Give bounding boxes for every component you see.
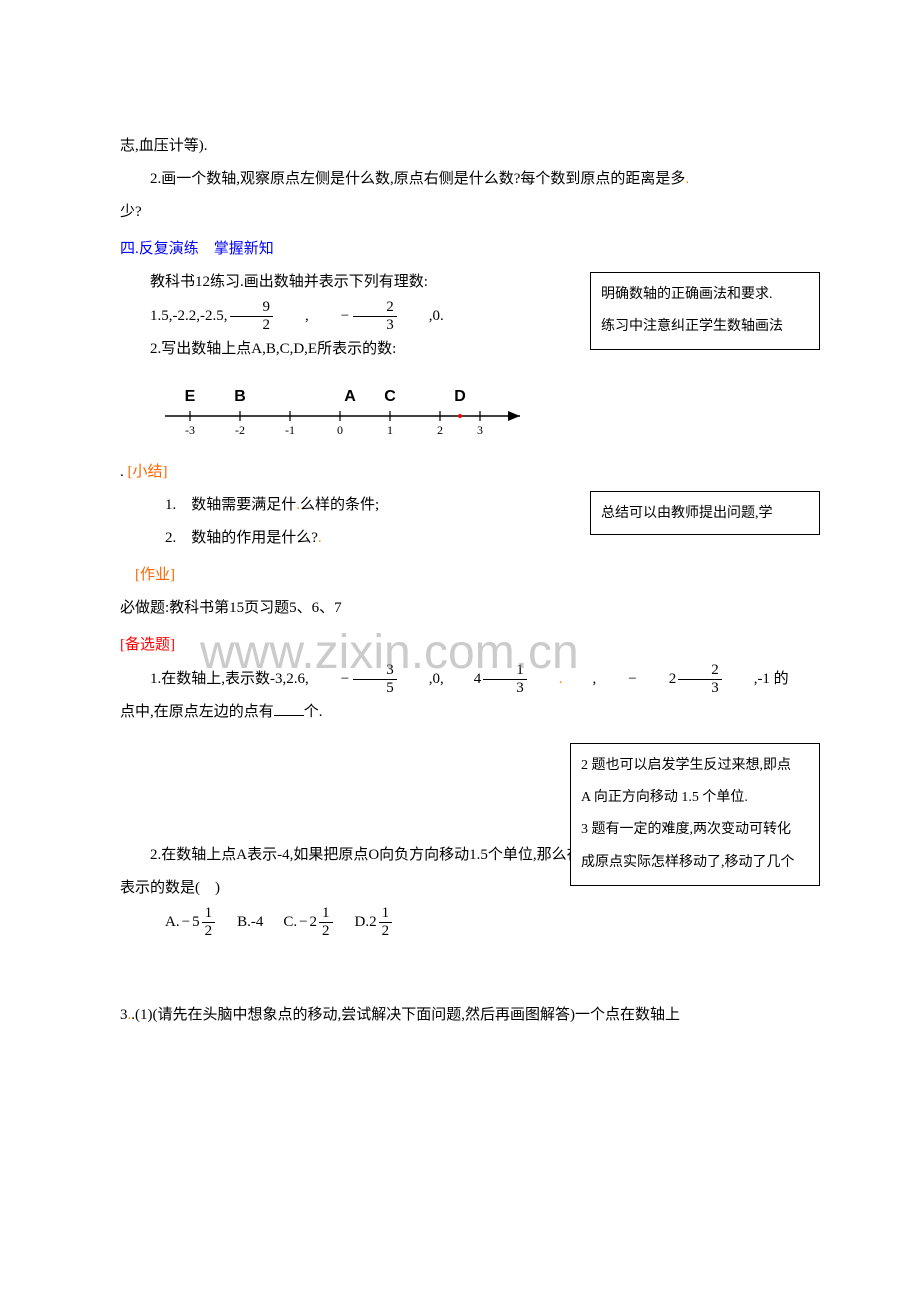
homework-label-row: [作业] [120,559,800,592]
svg-text:-1: -1 [285,423,295,437]
opt-a-label: A. [165,906,180,939]
s2-dot: . [318,530,322,546]
line-2b: 少? [120,196,800,229]
svg-text:3: 3 [477,423,483,437]
sep1: , [275,300,309,333]
q1-neg1: − [311,663,349,696]
opt-d-frac: 1 2 [379,905,393,939]
frac-2-3b: 2 3 [678,662,722,696]
summary-label: [小结] [128,464,168,480]
note3d: 成原点实际怎样移动了,移动了几个 [581,847,809,879]
note2: 总结可以由教师提出问题,学 [601,498,809,530]
note-box-3: 2 题也可以启发学生反过来想,即点 A 向正方向移动 1.5 个单位. 3 题有… [570,743,820,886]
q1d: ,-1 的 [724,663,789,696]
note3a: 2 题也可以启发学生反过来想,即点 [581,750,809,782]
note-box-1: 明确数轴的正确画法和要求. 练习中注意纠正学生数轴画法 [590,272,820,350]
note3b: A 向正方向移动 1.5 个单位. [581,782,809,814]
svg-text:E: E [185,388,196,405]
q3: 3..(1)(请先在头脑中想象点的移动,尝试解决下面问题,然后再画图解答)一个点… [120,999,800,1032]
opt-c: C. − 2 1 2 [283,905,334,939]
svg-text:-2: -2 [235,423,245,437]
opt-b: B.-4 [237,906,263,939]
opt-c-label: C. [283,906,297,939]
spacer-2 [120,939,800,999]
p2-end: ,0. [399,300,444,333]
q1-w1: 4 [444,663,482,696]
svg-text:0: 0 [337,423,343,437]
s1a: 1. 数轴需要满足什 [165,497,296,513]
svg-text:-3: -3 [185,423,195,437]
frac-2-3: 2 3 [353,299,397,333]
s1b: 么样的条件; [300,497,379,513]
frac-9-2: 9 2 [230,299,274,333]
q1-line2: 点中,在原点左边的点有 个. [120,696,800,729]
opt-c-whole: 2 [310,906,318,939]
note1b: 练习中注意纠正学生数轴画法 [601,311,809,343]
frac-1-3: 1 3 [483,662,527,696]
p2-pre: 1.5,-2.2,-2.5, [120,300,228,333]
svg-text:B: B [234,388,246,405]
q1-dot: . [529,663,563,696]
q1-neg2: − [598,663,636,696]
opt-a-frac: 1 2 [202,905,216,939]
q3-pre: 3 [120,1007,128,1023]
svg-text:2: 2 [437,423,443,437]
summary-dot: . [120,464,124,480]
opt-d: D. 2 1 2 [355,905,395,939]
svg-text:1: 1 [387,423,393,437]
opt-d-whole: 2 [369,906,377,939]
q1-w2: 2 [639,663,677,696]
opt-c-frac: 1 2 [319,905,333,939]
s2: 2. 数轴的作用是什么? [165,530,318,546]
q1b: ,0, [399,663,444,696]
note3c: 3 题有一定的难度,两次变动可转化 [581,814,809,846]
q3-body: .(1)(请先在头脑中想象点的移动,尝试解决下面问题,然后再画图解答)一个点在数… [131,1007,680,1023]
q1a: 1.在数轴上,表示数-3,2.6, [120,663,309,696]
line-2-dot: . [685,171,689,187]
line-1: 志,血压计等). [120,130,800,163]
heading-section-4: 四.反复演练 掌握新知 [120,233,800,266]
frac-3-5: 3 5 [353,662,397,696]
number-line: -3 -2 -1 0 1 2 3 E B A C D [160,376,540,446]
homework-body: 必做题:教科书第15页习题5、6、7 [120,592,800,625]
mc-options: A. − 5 1 2 B.-4 C. − 2 1 2 D. 2 1 2 [165,905,800,939]
homework-label: [作业] [135,567,175,583]
opt-a-neg: − [182,906,190,939]
note-box-2: 总结可以由教师提出问题,学 [590,491,820,535]
q1-line1: 1.在数轴上,表示数-3,2.6, − 3 5 ,0, 4 1 3 . , − … [120,662,800,696]
q1-blank [274,715,304,716]
q1c: , [562,663,596,696]
line-2a: 2.画一个数轴,观察原点左侧是什么数,原点右侧是什么数?每个数到原点的距离是多 [150,171,685,187]
q1l2a: 点中,在原点左边的点有 [120,704,274,720]
q1l2b: 个. [304,704,323,720]
svg-text:C: C [384,388,396,405]
opt-d-label: D. [355,906,370,939]
svg-text:A: A [344,388,356,405]
opt-a-whole: 5 [192,906,200,939]
note1a: 明确数轴的正确画法和要求. [601,279,809,311]
neg1: − [311,300,349,333]
svg-text:D: D [454,388,466,405]
line-2: 2.画一个数轴,观察原点左侧是什么数,原点右侧是什么数?每个数到原点的距离是多. [120,163,800,196]
backup-label: [备选题] [120,629,800,662]
summary-row: . [小结] [120,456,800,489]
opt-c-neg: − [299,906,307,939]
opt-a: A. − 5 1 2 [165,905,217,939]
